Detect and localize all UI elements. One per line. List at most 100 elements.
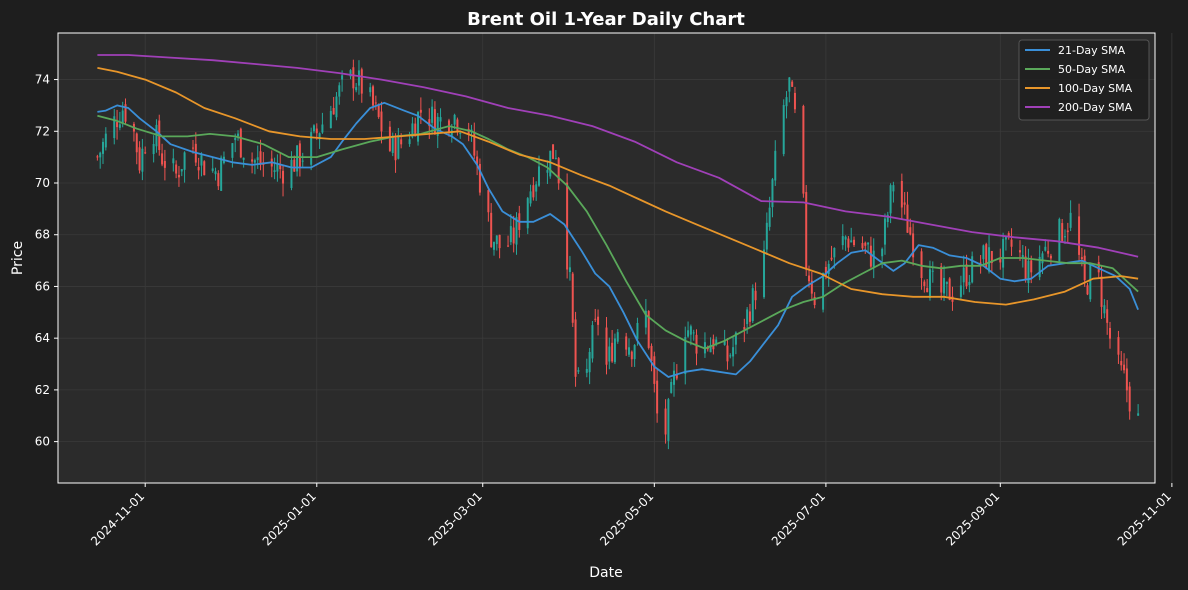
candle-body	[808, 275, 811, 282]
candle-body	[940, 266, 943, 293]
candle-body	[844, 236, 847, 240]
candle-body	[948, 278, 951, 300]
y-tick-label: 74	[35, 73, 50, 87]
candle-body	[712, 339, 715, 350]
candle-body	[920, 251, 923, 279]
candle-body	[709, 344, 712, 353]
candle-body	[768, 207, 771, 227]
candle-body	[192, 147, 195, 149]
candle-body	[754, 290, 757, 301]
candle-body	[726, 345, 729, 362]
candle-body	[653, 356, 656, 384]
candle-body	[172, 158, 175, 164]
y-tick-label: 62	[35, 383, 50, 397]
candle-body	[591, 325, 594, 359]
candle-body	[1097, 262, 1100, 273]
candle-body	[574, 319, 577, 377]
candle-body	[723, 340, 726, 345]
candle-body	[1083, 255, 1086, 281]
candle-body	[411, 123, 414, 138]
candle-body	[1018, 250, 1021, 253]
candle-body	[507, 245, 510, 247]
candle-body	[675, 374, 678, 379]
candle-body	[177, 174, 180, 178]
candle-body	[912, 233, 915, 258]
candle-body	[251, 159, 254, 162]
candle-body	[338, 85, 341, 97]
candle-body	[239, 128, 242, 158]
candle-body	[585, 368, 588, 373]
candle-body	[959, 285, 962, 297]
candle-body	[864, 242, 867, 246]
candle-body	[692, 332, 695, 334]
candle-body	[515, 217, 518, 245]
candle-body	[1108, 327, 1111, 339]
candle-body	[869, 245, 872, 267]
candle-body	[220, 157, 223, 191]
candle-body	[552, 144, 555, 159]
candle-body	[1100, 276, 1103, 307]
candle-body	[152, 144, 155, 155]
candle-body	[926, 288, 929, 293]
candle-body	[985, 244, 988, 269]
candle-body	[509, 226, 512, 243]
candle-body	[121, 110, 124, 124]
candle-body	[478, 163, 481, 193]
candle-body	[293, 159, 296, 172]
candle-body	[498, 234, 501, 249]
candle-body	[372, 86, 375, 106]
candle-body	[824, 266, 827, 277]
candle-body	[526, 198, 529, 229]
candle-body	[650, 345, 653, 362]
candle-body	[743, 327, 746, 330]
candle-body	[1103, 305, 1106, 314]
candle-body	[889, 185, 892, 214]
candle-body	[647, 311, 650, 348]
candle-body	[892, 185, 895, 192]
candle-body	[217, 173, 220, 187]
candle-body	[670, 381, 673, 393]
candle-body	[566, 182, 569, 270]
candle-body	[1106, 309, 1109, 323]
candle-body	[1078, 216, 1081, 255]
candle-body	[431, 106, 434, 123]
candle-body	[456, 119, 459, 132]
legend-label-200-day-sma: 200-Day SMA	[1058, 101, 1133, 114]
candle-body	[256, 157, 259, 161]
candle-body	[1117, 337, 1120, 355]
candle-body	[104, 133, 107, 148]
candle-body	[765, 222, 768, 250]
candle-body	[1125, 368, 1128, 391]
candle-body	[529, 191, 532, 204]
candle-body	[841, 236, 844, 246]
candle-body	[628, 347, 631, 355]
candle-body	[861, 243, 864, 249]
candle-body	[546, 170, 549, 173]
candle-body	[1010, 239, 1013, 247]
candle-body	[613, 338, 616, 363]
candle-body	[982, 245, 985, 260]
candle-body	[318, 133, 321, 140]
candle-body	[512, 227, 515, 244]
candle-body	[571, 273, 574, 323]
candle-body	[830, 257, 833, 260]
candle-body	[827, 263, 830, 275]
candle-body	[785, 97, 788, 107]
candle-body	[259, 151, 262, 165]
candle-body	[1044, 246, 1047, 251]
candle-body	[968, 281, 971, 286]
candle-body	[335, 96, 338, 118]
candle-body	[1030, 260, 1033, 273]
candle-body	[374, 102, 377, 104]
candle-body	[791, 81, 794, 87]
candle-body	[352, 67, 355, 89]
candle-body	[180, 169, 183, 172]
candle-body	[231, 143, 234, 158]
candle-body	[1063, 236, 1066, 238]
candle-body	[788, 77, 791, 92]
legend-label-50-day-sma: 50-Day SMA	[1058, 63, 1126, 76]
candle-body	[490, 212, 493, 248]
candle-body	[473, 132, 476, 156]
